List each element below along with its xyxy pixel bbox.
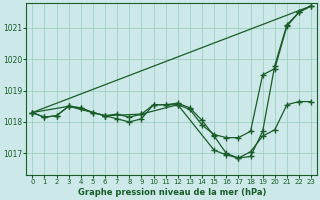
X-axis label: Graphe pression niveau de la mer (hPa): Graphe pression niveau de la mer (hPa)	[77, 188, 266, 197]
